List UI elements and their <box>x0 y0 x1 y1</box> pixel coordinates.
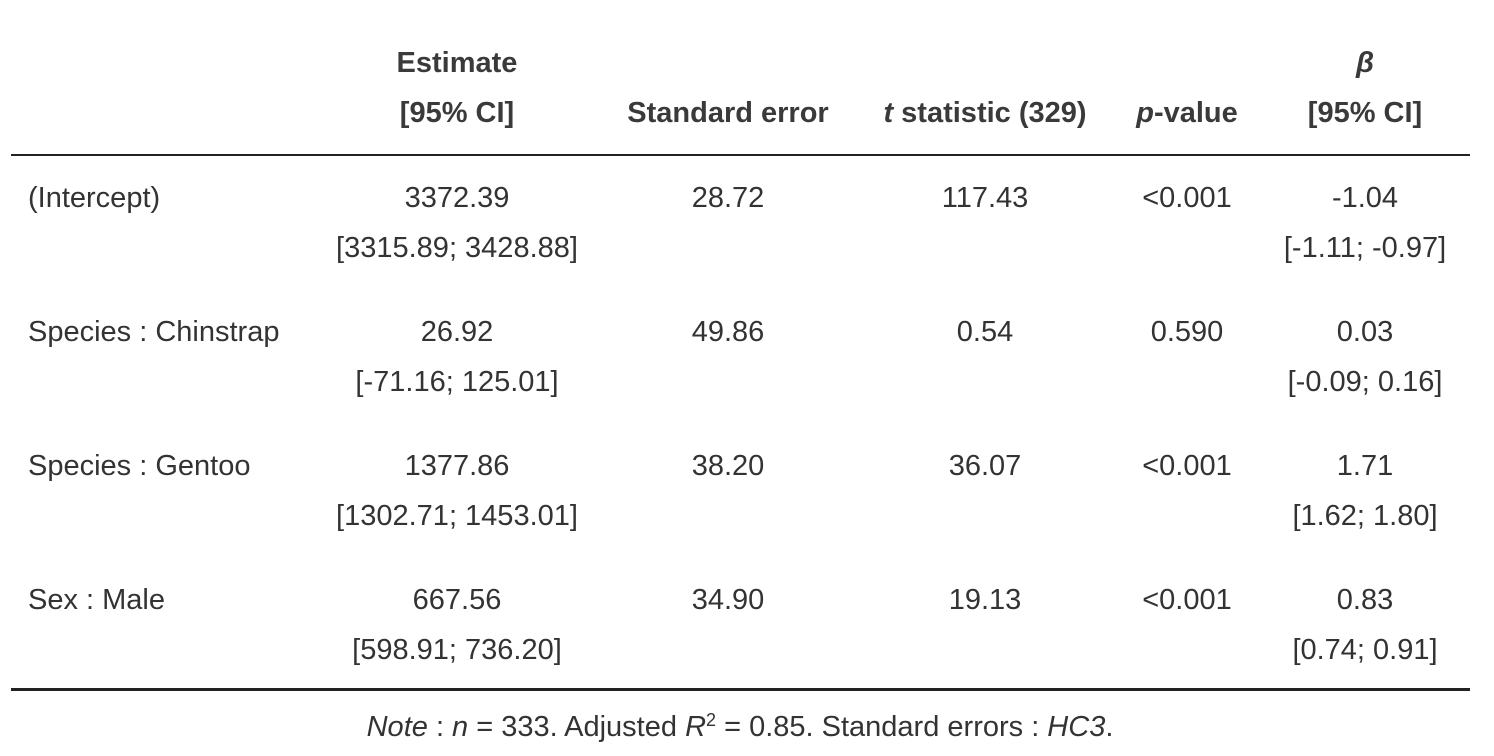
cell: 0.54 <box>956 316 1014 348</box>
text-piece: p <box>1136 97 1154 129</box>
cell: [598.91; 736.20] <box>352 634 562 666</box>
text-piece: : <box>427 711 453 743</box>
cell: 117.43 <box>941 182 1029 214</box>
column-header: Estimate <box>397 46 518 80</box>
text-piece: β <box>1356 47 1374 79</box>
cell: <0.001 <box>1142 182 1232 214</box>
cell: 34.90 <box>691 584 765 616</box>
cell: [0.74; 0.91] <box>1292 634 1438 666</box>
cell: 26.92 <box>420 316 494 348</box>
cell: [1.62; 1.80] <box>1292 500 1438 532</box>
text-piece: Note <box>366 711 428 743</box>
text-piece: n <box>452 711 469 743</box>
text-piece: R <box>685 711 707 743</box>
row-label: (Intercept) <box>28 182 161 214</box>
cell: 0.03 <box>1336 316 1394 348</box>
cell: <0.001 <box>1142 450 1232 482</box>
text-piece: HC3 <box>1047 711 1106 743</box>
text-piece: = 333. Adjusted <box>468 711 686 743</box>
cell: [-0.09; 0.16] <box>1287 366 1443 398</box>
cell: 19.13 <box>948 584 1022 616</box>
column-header: t statistic (329) <box>883 96 1086 130</box>
cell: [-1.11; -0.97] <box>1283 232 1447 264</box>
cell: 667.56 <box>412 584 502 616</box>
cell: [3315.89; 3428.88] <box>336 232 578 264</box>
text-piece: = 0.85. Standard errors : <box>716 711 1048 743</box>
cell: 1.71 <box>1336 450 1394 482</box>
text-piece: Standard error <box>627 97 829 129</box>
cell: 28.72 <box>691 182 765 214</box>
cell: 1377.86 <box>404 450 510 482</box>
cell: 3372.39 <box>404 182 510 214</box>
header-rule <box>11 154 1470 156</box>
cell: 36.07 <box>948 450 1022 482</box>
row-label: Species : Chinstrap <box>28 316 280 348</box>
column-header: [95% CI] <box>400 96 514 130</box>
column-header: Standard error <box>627 96 828 130</box>
cell: -1.04 <box>1331 182 1399 214</box>
text-piece: . <box>1105 711 1114 743</box>
text-piece: statistic (329) <box>893 97 1087 129</box>
cell: [1302.71; 1453.01] <box>336 500 578 532</box>
text-piece: [95% CI] <box>399 97 515 129</box>
row-label: Species : Gentoo <box>28 450 251 482</box>
cell: 0.590 <box>1150 316 1224 348</box>
text-piece: 2 <box>706 710 717 730</box>
cell: 0.83 <box>1336 584 1394 616</box>
cell: [-71.16; 125.01] <box>355 366 559 398</box>
column-header: β <box>1356 46 1374 80</box>
column-header: p-value <box>1136 96 1238 130</box>
text-piece: -value <box>1153 97 1238 129</box>
cell: 38.20 <box>691 450 765 482</box>
table-note: Note : n = 333. Adjusted R2 = 0.85. Stan… <box>367 710 1114 744</box>
bottom-rule <box>11 688 1470 691</box>
text-piece: Estimate <box>396 47 518 79</box>
text-piece: t <box>883 97 894 129</box>
row-label: Sex : Male <box>28 584 165 616</box>
column-header: [95% CI] <box>1308 96 1422 130</box>
cell: 49.86 <box>691 316 765 348</box>
cell: <0.001 <box>1142 584 1232 616</box>
text-piece: [95% CI] <box>1307 97 1423 129</box>
